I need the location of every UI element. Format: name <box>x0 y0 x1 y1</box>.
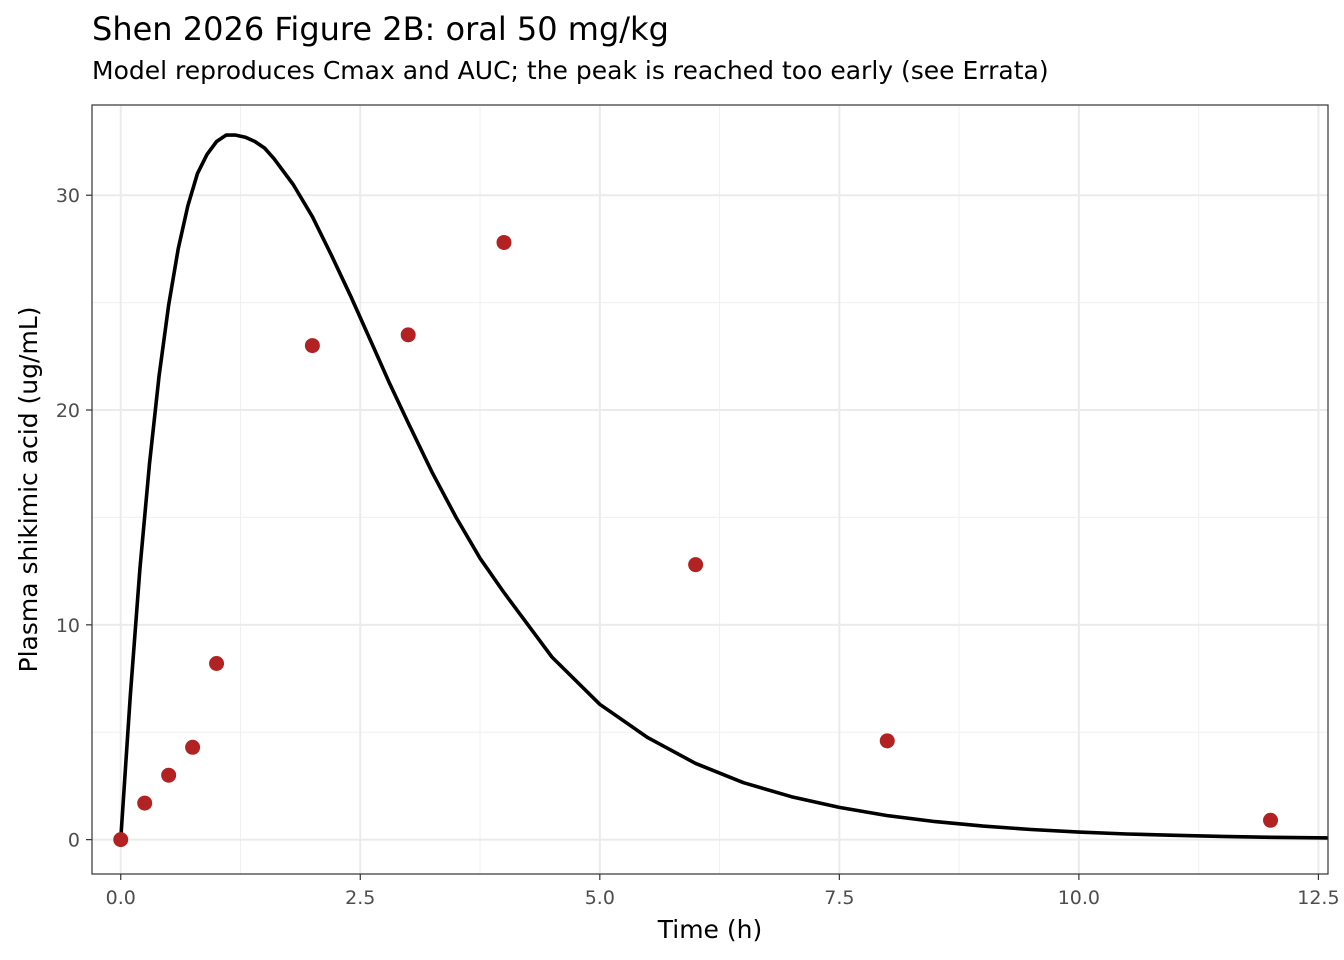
y-axis-title: Plasma shikimic acid (ug/mL) <box>14 307 43 673</box>
observed-point <box>688 557 704 573</box>
x-tick-label: 12.5 <box>1297 887 1339 909</box>
observed-point <box>400 327 416 343</box>
observed-point <box>879 733 895 749</box>
y-tick-label: 10 <box>56 615 80 637</box>
observed-point <box>137 795 153 811</box>
y-tick-label: 30 <box>56 185 80 207</box>
chart-title: Shen 2026 Figure 2B: oral 50 mg/kg <box>92 10 669 48</box>
grid-minor <box>92 105 1328 874</box>
observed-point <box>209 655 225 671</box>
model-curve <box>118 133 1329 840</box>
y-tick-label: 20 <box>56 400 80 422</box>
observed-point <box>113 832 129 848</box>
x-tick-label: 0.0 <box>106 887 136 909</box>
x-tick-label: 2.5 <box>345 887 375 909</box>
plot-border <box>91 104 1329 875</box>
y-axis-ticks: 0 10 20 30 <box>56 185 92 852</box>
x-axis-title: Time (h) <box>657 915 762 944</box>
observed-point <box>496 234 512 250</box>
observed-point <box>304 338 320 354</box>
chart-subtitle: Model reproduces Cmax and AUC; the peak … <box>92 56 1049 85</box>
data-marks <box>113 133 1329 848</box>
y-tick-label: 0 <box>68 830 80 852</box>
observed-point <box>1263 812 1279 828</box>
x-axis-ticks: 0.0 2.5 5.0 7.5 10.0 12.5 <box>106 874 1340 909</box>
observed-point <box>185 739 201 755</box>
x-tick-label: 7.5 <box>824 887 854 909</box>
observed-point <box>161 767 177 783</box>
x-tick-label: 5.0 <box>585 887 615 909</box>
plot-panel <box>92 105 1328 874</box>
x-tick-label: 10.0 <box>1058 887 1100 909</box>
